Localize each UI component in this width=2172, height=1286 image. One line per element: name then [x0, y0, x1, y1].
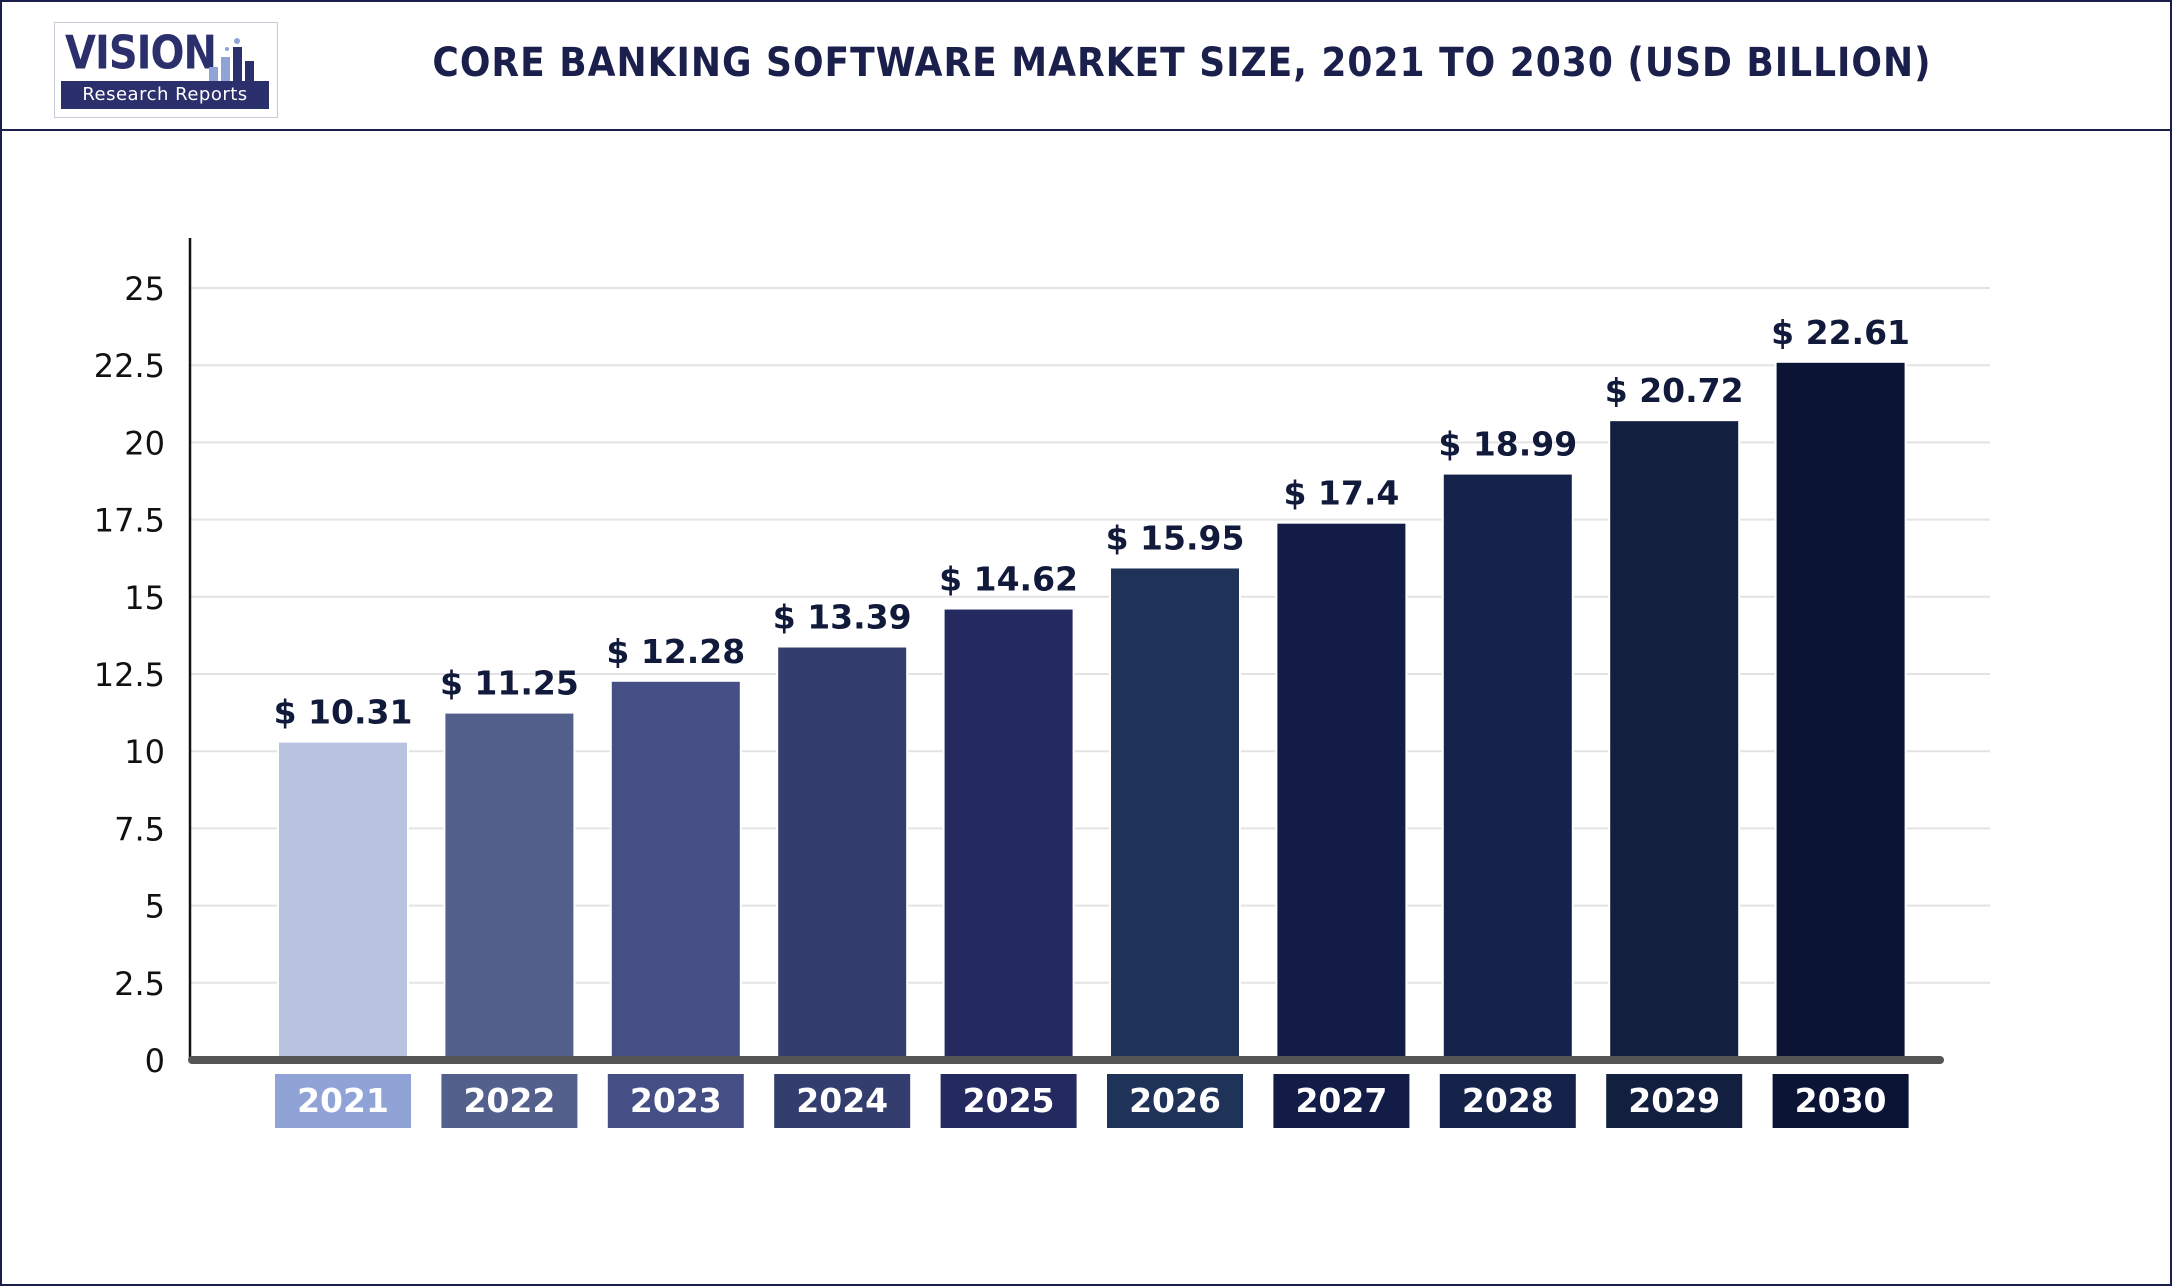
- value-label-2027: $ 17.4: [1283, 474, 1399, 513]
- header-bar: VISION Research Reports CORE BANKING SOF…: [2, 2, 2170, 131]
- value-label-2030: $ 22.61: [1771, 313, 1910, 352]
- bar-2027: [1275, 521, 1408, 1061]
- y-tick-label: 2.5: [114, 965, 165, 1003]
- category-box-2029: [1606, 1074, 1743, 1128]
- category-label-2026: 2026: [1129, 1081, 1221, 1120]
- bar-2026: [1109, 566, 1241, 1061]
- y-tick-label: 12.5: [94, 656, 165, 694]
- category-box-2025: [940, 1074, 1077, 1128]
- category-label-2030: 2030: [1795, 1081, 1887, 1120]
- value-label-2023: $ 12.28: [606, 632, 745, 671]
- value-label-2026: $ 15.95: [1106, 518, 1245, 557]
- y-tick-label: 10: [124, 733, 165, 771]
- value-label-2022: $ 11.25: [440, 664, 579, 703]
- logo-bars-icon: [209, 38, 254, 89]
- logo-subtitle: Research Reports: [61, 81, 269, 109]
- value-label-2021: $ 10.31: [274, 693, 413, 732]
- logo-wordmark: VISION: [65, 27, 217, 80]
- value-label-2025: $ 14.62: [939, 560, 1078, 599]
- category-box-2028: [1439, 1074, 1576, 1128]
- bar-2023: [609, 679, 742, 1061]
- y-tick-label: 0: [145, 1042, 165, 1080]
- category-box-2030: [1772, 1074, 1909, 1128]
- y-tick-label: 15: [124, 579, 165, 617]
- category-label-2027: 2027: [1295, 1081, 1387, 1120]
- category-label-2023: 2023: [630, 1081, 722, 1120]
- category-box-2026: [1107, 1074, 1243, 1128]
- bar-2029: [1608, 419, 1741, 1062]
- bar-2024: [776, 645, 909, 1061]
- vision-research-reports-logo: VISION Research Reports: [54, 22, 278, 118]
- value-label-2024: $ 13.39: [773, 598, 912, 637]
- value-label-2029: $ 20.72: [1605, 371, 1744, 410]
- category-label-2028: 2028: [1462, 1081, 1554, 1120]
- value-label-2028: $ 18.99: [1438, 425, 1577, 464]
- category-label-2021: 2021: [297, 1081, 389, 1120]
- y-tick-label: 20: [124, 424, 165, 462]
- bar-2022: [443, 711, 576, 1061]
- category-box-2027: [1273, 1074, 1410, 1128]
- y-tick-label: 25: [124, 270, 165, 308]
- category-label-2029: 2029: [1628, 1081, 1720, 1120]
- bar-2030: [1774, 360, 1907, 1061]
- category-label-2024: 2024: [796, 1081, 888, 1120]
- category-box-2022: [441, 1074, 578, 1128]
- chart-title: CORE BANKING SOFTWARE MARKET SIZE, 2021 …: [432, 40, 1932, 86]
- y-tick-label: 7.5: [114, 810, 165, 848]
- y-tick-label: 22.5: [94, 347, 165, 385]
- y-tick-label: 5: [145, 888, 165, 926]
- category-box-2021: [275, 1074, 411, 1128]
- bar-2021: [277, 740, 409, 1061]
- y-tick-label: 17.5: [94, 502, 165, 540]
- category-label-2025: 2025: [963, 1081, 1055, 1120]
- category-label-2022: 2022: [463, 1081, 555, 1120]
- bar-2028: [1441, 472, 1574, 1061]
- category-box-2024: [774, 1074, 911, 1128]
- bar-2025: [942, 607, 1075, 1062]
- category-box-2023: [607, 1074, 744, 1128]
